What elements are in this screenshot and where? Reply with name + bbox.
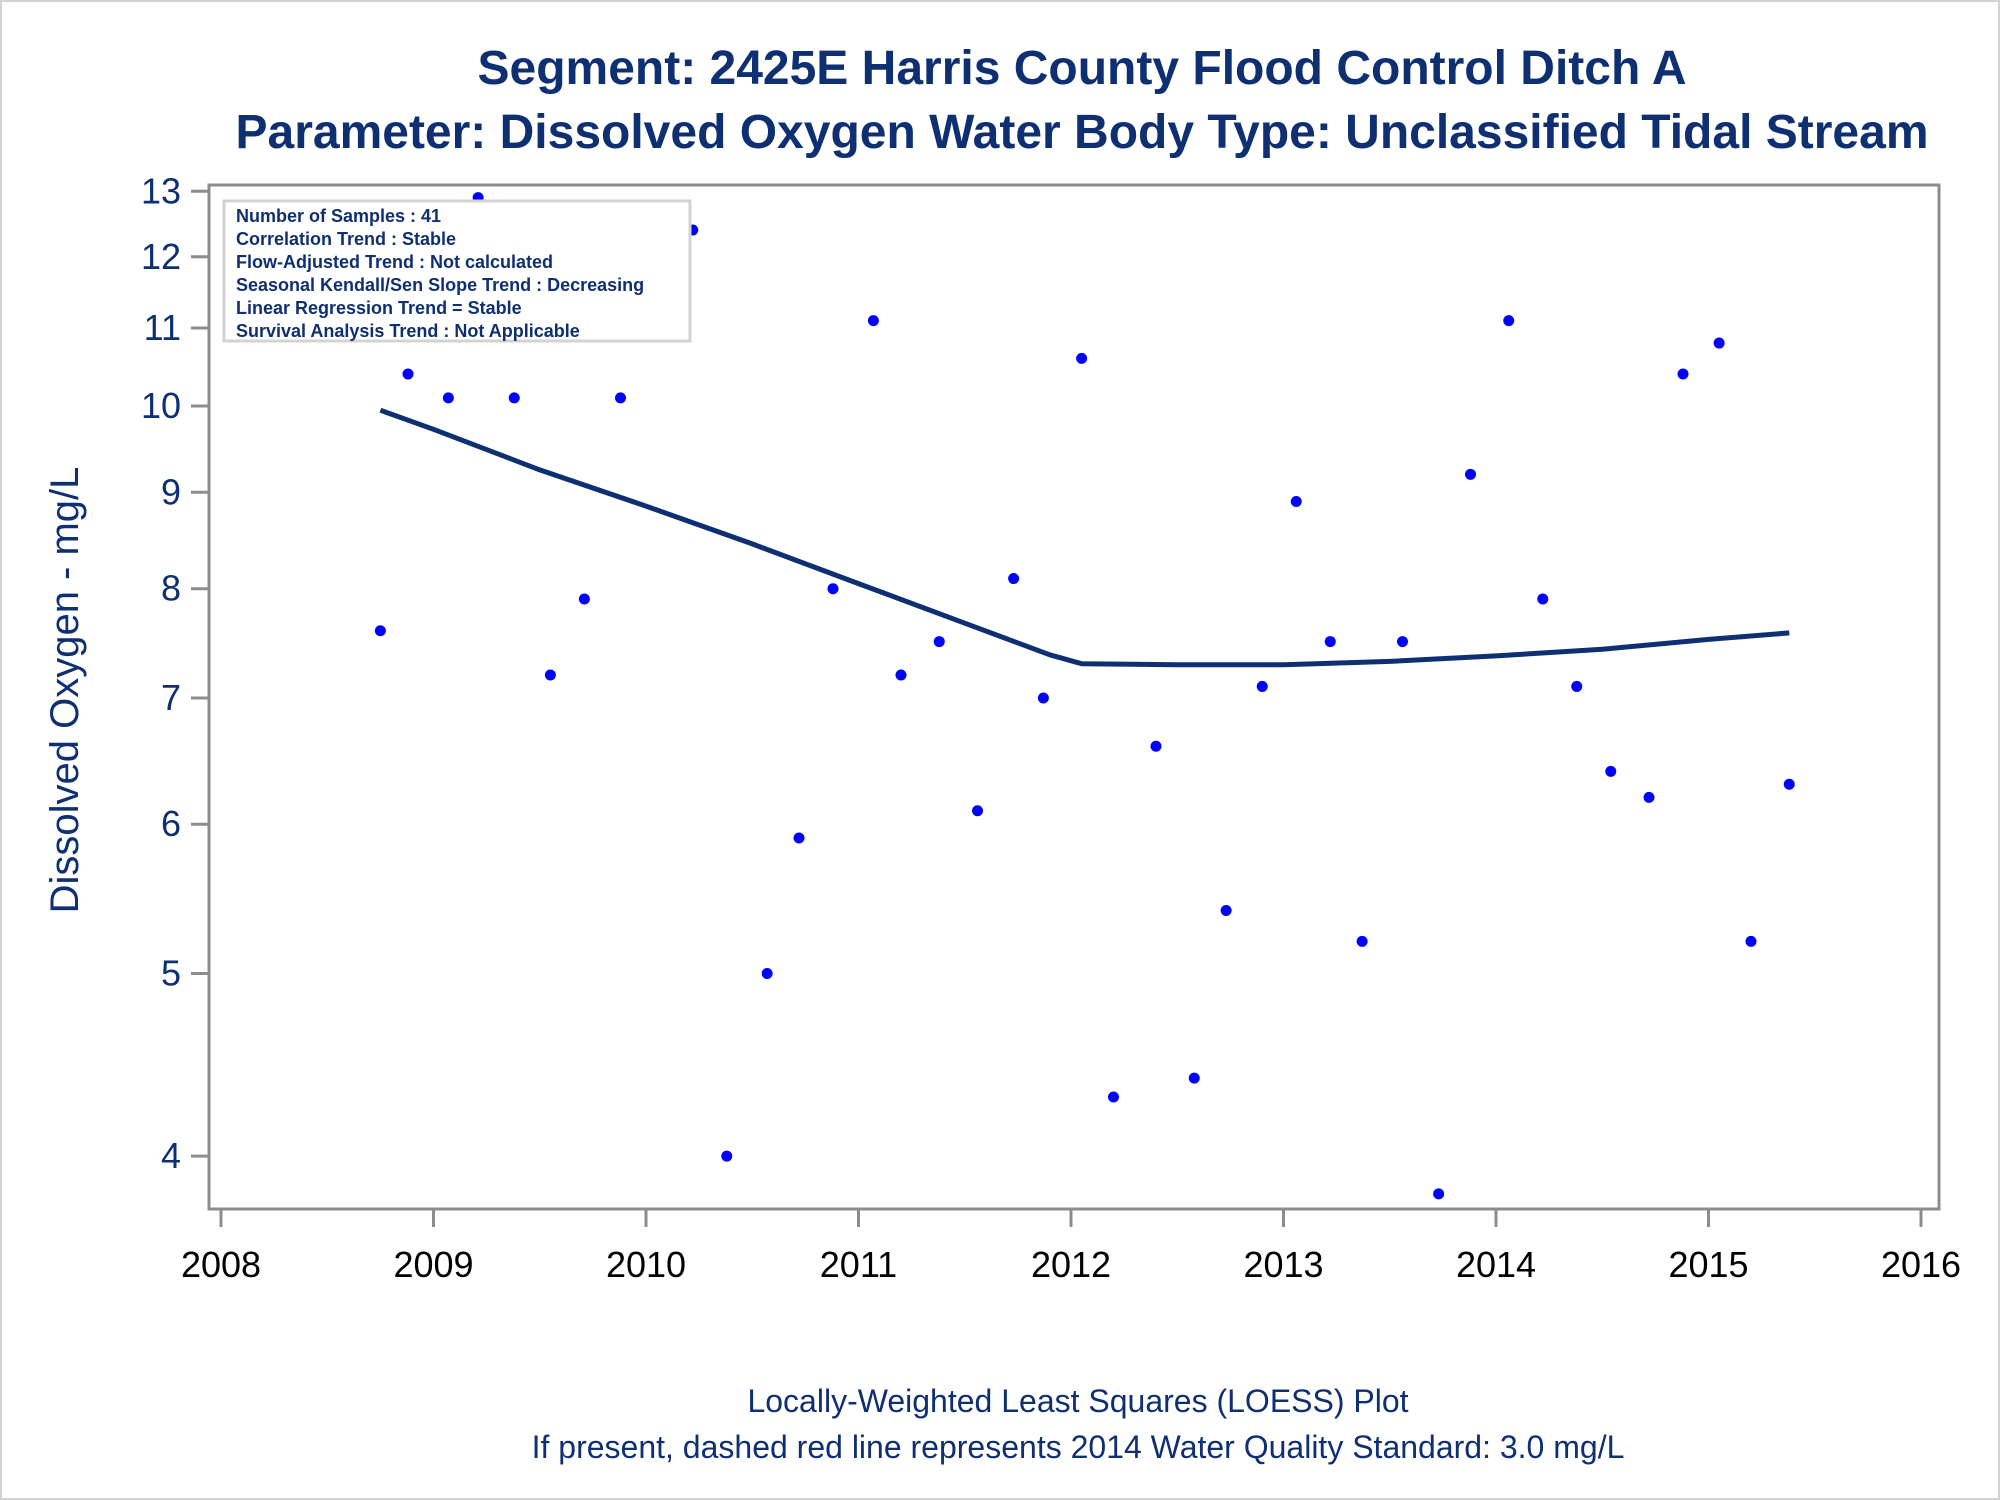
data-point bbox=[374, 625, 386, 637]
y-axis-label: Dissolved Oxygen - mg/L bbox=[43, 467, 87, 914]
data-point bbox=[615, 392, 626, 404]
data-point bbox=[1677, 368, 1689, 380]
data-point bbox=[1290, 495, 1302, 507]
data-point bbox=[1433, 1188, 1445, 1200]
data-point bbox=[933, 636, 945, 648]
trend-summary-line: Number of Samples : 41 bbox=[236, 206, 441, 226]
data-point bbox=[544, 669, 556, 681]
footnote-standard: If present, dashed red line represents 2… bbox=[532, 1429, 1625, 1465]
data-point bbox=[1783, 778, 1795, 790]
data-point bbox=[1256, 680, 1268, 692]
data-point bbox=[1037, 692, 1049, 704]
data-point bbox=[1745, 935, 1757, 947]
x-tick-label: 2009 bbox=[393, 1244, 473, 1285]
x-tick-label: 2010 bbox=[606, 1244, 686, 1285]
x-tick-label: 2013 bbox=[1243, 1244, 1323, 1285]
trend-summary-line: Flow-Adjusted Trend : Not calculated bbox=[236, 252, 553, 272]
trend-summary-line: Linear Regression Trend = Stable bbox=[236, 298, 522, 318]
data-point bbox=[1465, 468, 1476, 480]
chart-title: Segment: 2425E Harris County Flood Contr… bbox=[477, 42, 1686, 95]
data-point bbox=[402, 368, 414, 380]
data-point bbox=[1008, 573, 1020, 585]
trend-summary-line: Seasonal Kendall/Sen Slope Trend : Decre… bbox=[236, 275, 644, 295]
y-tick-label: 9 bbox=[161, 471, 181, 512]
y-tick-label: 8 bbox=[161, 568, 181, 609]
data-point bbox=[578, 593, 590, 605]
x-tick-label: 2015 bbox=[1668, 1244, 1748, 1285]
y-tick-label: 5 bbox=[161, 952, 181, 993]
trend-summary-frame bbox=[222, 199, 692, 343]
data-point bbox=[1643, 791, 1655, 803]
data-point bbox=[1220, 904, 1232, 916]
data-point bbox=[1356, 935, 1368, 947]
y-tick-label: 4 bbox=[161, 1135, 181, 1176]
x-tick-label: 2008 bbox=[181, 1244, 261, 1285]
data-point bbox=[1537, 593, 1549, 605]
y-tick-label: 13 bbox=[141, 170, 181, 211]
data-point bbox=[1397, 636, 1408, 648]
x-tick-label: 2011 bbox=[820, 1244, 897, 1285]
y-tick-label: 7 bbox=[161, 677, 181, 718]
data-point bbox=[442, 392, 454, 404]
data-point bbox=[1150, 740, 1162, 752]
data-point bbox=[793, 832, 805, 844]
trend-summary-box: Number of Samples : 41 Correlation Trend … bbox=[222, 199, 692, 343]
footnote-loess: Locally-Weighted Least Squares (LOESS) P… bbox=[747, 1383, 1408, 1419]
y-tick-label: 10 bbox=[141, 385, 181, 426]
data-point bbox=[1188, 1072, 1200, 1084]
data-point bbox=[827, 583, 839, 595]
chart-subtitle: Parameter: Dissolved Oxygen Water Body T… bbox=[235, 106, 1928, 159]
data-point bbox=[1503, 315, 1515, 327]
data-point bbox=[972, 805, 983, 817]
x-tick-label: 2014 bbox=[1456, 1244, 1536, 1285]
y-tick-label: 12 bbox=[141, 236, 181, 277]
y-tick-label: 6 bbox=[161, 803, 181, 844]
x-tick-label: 2012 bbox=[1031, 1244, 1111, 1285]
y-tick-label: 11 bbox=[144, 307, 181, 348]
x-axis: 2008 2009 2010 2011 2012 2013 2014 2015 2016 bbox=[181, 1209, 1961, 1285]
trend-summary-line: Correlation Trend : Stable bbox=[236, 229, 456, 249]
loess-trend-line bbox=[379, 407, 1790, 668]
trend-summary-line: Survival Analysis Trend : Not Applicable bbox=[236, 321, 580, 341]
plot-area bbox=[207, 183, 1941, 1211]
data-point bbox=[895, 669, 907, 681]
data-point bbox=[761, 967, 773, 979]
data-point bbox=[1324, 636, 1336, 648]
x-tick-label: 2016 bbox=[1881, 1244, 1961, 1285]
data-point bbox=[721, 1150, 733, 1162]
data-point bbox=[1713, 337, 1725, 349]
y-axis: 4 5 6 7 8 9 10 11 12 13 bbox=[141, 170, 209, 1176]
data-point bbox=[1076, 352, 1088, 364]
data-point bbox=[1571, 680, 1583, 692]
data-point bbox=[1605, 765, 1617, 777]
data-point bbox=[867, 315, 879, 327]
data-point bbox=[508, 392, 520, 404]
data-point bbox=[1108, 1091, 1119, 1103]
